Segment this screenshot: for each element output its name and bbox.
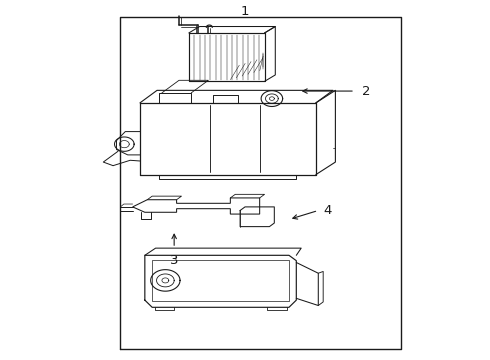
Text: 2: 2 <box>362 85 371 98</box>
Text: 1: 1 <box>241 5 249 18</box>
Text: 3: 3 <box>170 253 178 266</box>
Text: 4: 4 <box>323 204 332 217</box>
Bar <box>152 260 289 301</box>
